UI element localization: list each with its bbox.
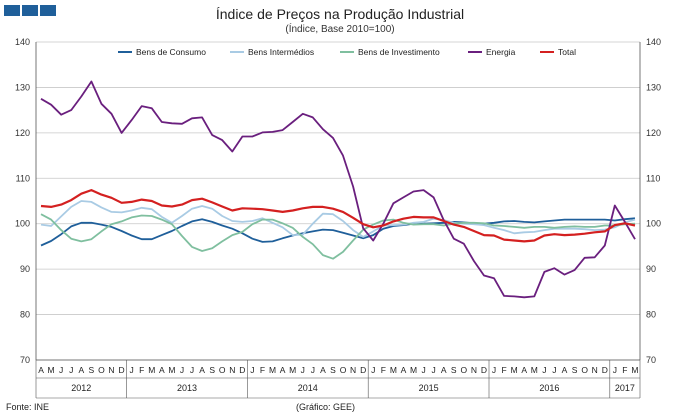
x-tick-month-28: A	[320, 365, 326, 375]
x-tick-month-41: S	[451, 365, 457, 375]
x-tick-month-3: J	[69, 365, 73, 375]
x-tick-month-4: A	[78, 365, 84, 375]
x-tick-month-43: N	[471, 365, 477, 375]
x-tick-month-0: A	[38, 365, 44, 375]
chart-subtitle: (Índice, Base 2010=100)	[285, 24, 395, 35]
x-tick-month-42: O	[461, 365, 468, 375]
x-tick-month-15: J	[190, 365, 194, 375]
y-tick-right-90: 90	[646, 264, 656, 274]
y-tick-right-80: 80	[646, 310, 656, 320]
x-tick-month-54: O	[581, 365, 588, 375]
x-tick-month-39: J	[432, 365, 436, 375]
x-tick-month-44: D	[481, 365, 487, 375]
publisher-logo	[4, 5, 56, 16]
x-tick-month-49: M	[531, 365, 538, 375]
x-tick-month-31: N	[350, 365, 356, 375]
source-note: Fonte: INE	[6, 402, 50, 412]
y-tick-left-130: 130	[15, 82, 30, 92]
x-tick-month-17: S	[209, 365, 215, 375]
x-tick-year-2015: 2015	[419, 383, 439, 393]
legend-label-total: Total	[558, 47, 576, 57]
x-tick-year-2016: 2016	[539, 383, 559, 393]
x-tick-month-18: O	[219, 365, 226, 375]
series-line-energia	[40, 80, 636, 299]
x-tick-month-47: M	[511, 365, 518, 375]
x-tick-month-34: F	[381, 365, 386, 375]
y-tick-right-100: 100	[646, 219, 661, 229]
x-tick-month-20: D	[239, 365, 245, 375]
x-tick-month-16: A	[199, 365, 205, 375]
series-line-bens-interm-dios	[40, 200, 636, 238]
series-line-total	[40, 189, 636, 243]
x-tick-month-48: A	[521, 365, 527, 375]
x-tick-month-33: J	[371, 365, 375, 375]
x-tick-year-2012: 2012	[71, 383, 91, 393]
series-line-bens-de-investimento	[40, 213, 636, 260]
chart-credit: (Gráfico: GEE)	[296, 402, 356, 412]
x-tick-month-59: M	[631, 365, 638, 375]
x-tick-month-24: A	[280, 365, 286, 375]
x-tick-year-2013: 2013	[177, 383, 197, 393]
x-tick-month-35: M	[390, 365, 397, 375]
y-tick-left-140: 140	[15, 37, 30, 47]
x-tick-month-52: A	[562, 365, 568, 375]
x-tick-month-2: J	[59, 365, 63, 375]
x-tick-month-29: S	[330, 365, 336, 375]
x-tick-month-55: N	[592, 365, 598, 375]
x-tick-month-10: F	[139, 365, 144, 375]
x-tick-month-57: J	[613, 365, 617, 375]
y-tick-left-80: 80	[20, 310, 30, 320]
x-tick-month-38: J	[421, 365, 425, 375]
x-tick-month-11: M	[148, 365, 155, 375]
x-tick-month-22: F	[260, 365, 265, 375]
x-tick-month-36: A	[401, 365, 407, 375]
x-tick-month-21: J	[250, 365, 254, 375]
y-tick-left-90: 90	[20, 264, 30, 274]
x-tick-month-5: S	[89, 365, 95, 375]
x-tick-month-58: F	[622, 365, 627, 375]
x-tick-month-14: J	[180, 365, 184, 375]
x-tick-month-12: A	[159, 365, 165, 375]
x-tick-month-1: M	[48, 365, 55, 375]
y-tick-right-120: 120	[646, 128, 661, 138]
y-tick-right-130: 130	[646, 82, 661, 92]
y-tick-right-110: 110	[646, 173, 660, 183]
x-tick-month-13: M	[168, 365, 175, 375]
x-tick-month-51: J	[552, 365, 556, 375]
legend-label-bens-de-consumo: Bens de Consumo	[136, 47, 206, 57]
x-tick-month-53: S	[572, 365, 578, 375]
legend-label-bens-de-investimento: Bens de Investimento	[358, 47, 440, 57]
x-tick-month-45: J	[492, 365, 496, 375]
x-tick-month-8: D	[118, 365, 124, 375]
x-tick-month-56: D	[602, 365, 608, 375]
y-tick-right-140: 140	[646, 37, 661, 47]
y-tick-right-70: 70	[646, 355, 656, 365]
x-tick-month-6: O	[98, 365, 105, 375]
x-tick-month-23: M	[269, 365, 276, 375]
x-tick-year-2017: 2017	[615, 383, 635, 393]
x-tick-month-32: D	[360, 365, 366, 375]
x-tick-month-50: J	[542, 365, 546, 375]
y-tick-left-100: 100	[15, 219, 30, 229]
y-tick-left-110: 110	[16, 173, 30, 183]
y-tick-left-70: 70	[20, 355, 30, 365]
x-tick-month-46: F	[501, 365, 506, 375]
x-tick-month-37: M	[410, 365, 417, 375]
legend-label-bens-interm-dios: Bens Intermédios	[248, 47, 314, 57]
x-tick-month-27: J	[311, 365, 315, 375]
legend-label-energia: Energia	[486, 47, 516, 57]
x-tick-month-9: J	[130, 365, 134, 375]
series-line-bens-de-consumo	[40, 217, 636, 247]
x-tick-month-26: J	[301, 365, 305, 375]
x-tick-month-25: M	[289, 365, 296, 375]
x-tick-year-2014: 2014	[298, 383, 318, 393]
y-tick-left-120: 120	[15, 128, 30, 138]
x-tick-month-30: O	[340, 365, 347, 375]
x-tick-month-40: A	[441, 365, 447, 375]
chart-title: Índice de Preços na Produção Industrial	[215, 6, 465, 22]
x-tick-month-7: N	[108, 365, 114, 375]
x-tick-month-19: N	[229, 365, 235, 375]
